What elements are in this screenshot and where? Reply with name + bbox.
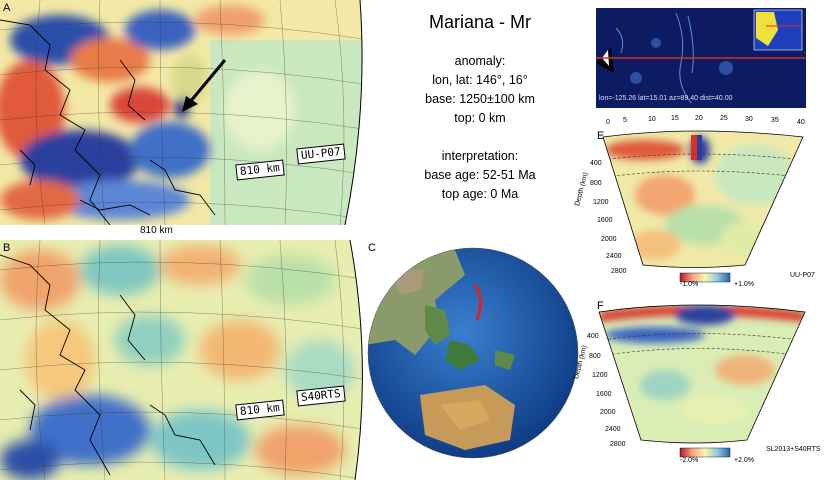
distance-ticks-e: 0 bbox=[606, 119, 610, 126]
dist-tick-e-2: 10 bbox=[648, 116, 656, 123]
interpretation-label: interpretation: bbox=[441, 149, 519, 163]
anomaly-title: Mariana - Mr bbox=[428, 12, 531, 32]
depth-tick-f-2: 1200 bbox=[592, 372, 608, 379]
depth-tick-f-4: 2000 bbox=[600, 409, 616, 416]
depth-tick-f-0: 400 bbox=[587, 333, 599, 340]
inset-map bbox=[596, 8, 806, 108]
depth-tick-e-6: 2800 bbox=[611, 268, 627, 275]
map-caption-a: 810 km bbox=[140, 225, 173, 236]
model-label-e: UU-P07 bbox=[790, 272, 815, 279]
info-block: Mariana - Mr anomaly: lon, lat: 146°, 16… bbox=[390, 0, 570, 230]
depth-tick-f-3: 1600 bbox=[596, 391, 612, 398]
model-label-f: SL2013+S40RTS bbox=[766, 446, 821, 453]
depth-tick-e-3: 1600 bbox=[597, 217, 613, 224]
depth-tick-f-6: 2800 bbox=[610, 441, 626, 448]
map-panel-a bbox=[0, 0, 363, 225]
cross-section-e bbox=[602, 130, 804, 283]
anomaly-top: top: 0 km bbox=[454, 111, 506, 125]
anomaly-base: base: 1250±100 km bbox=[425, 92, 535, 106]
interpretation-top-age: top age: 0 Ma bbox=[441, 187, 519, 201]
interpretation-base-age: base age: 52-51 Ma bbox=[424, 168, 536, 182]
dist-tick-e-5: 25 bbox=[720, 115, 728, 122]
depth-tick-e-0: 400 bbox=[590, 160, 602, 167]
depth-tick-e-4: 2000 bbox=[601, 236, 617, 243]
dist-tick-e-4: 20 bbox=[695, 115, 703, 122]
panel-letter-f: F bbox=[597, 300, 604, 312]
anomaly-label: anomaly: bbox=[454, 54, 506, 68]
dist-tick-e-6: 30 bbox=[745, 116, 753, 123]
colorbar-max-f: +2.0% bbox=[734, 457, 755, 464]
dist-tick-e-8: 40 bbox=[797, 119, 805, 126]
panel-letter-b: B bbox=[3, 242, 11, 254]
depth-tick-e-5: 2400 bbox=[606, 253, 622, 260]
depth-tick-e-1: 800 bbox=[590, 180, 602, 187]
depth-tick-e-2: 1200 bbox=[593, 199, 609, 206]
cross-section-f bbox=[598, 304, 806, 458]
dist-tick-e-3: 15 bbox=[671, 115, 679, 122]
panel-letter-e: E bbox=[597, 130, 605, 142]
map-panel-b bbox=[0, 240, 363, 480]
panel-letter-a: A bbox=[3, 2, 11, 14]
colorbar-max-e: +1.0% bbox=[734, 281, 755, 288]
anomaly-lonlat: lon, lat: 146°, 16° bbox=[432, 73, 528, 87]
panel-letter-c: C bbox=[368, 242, 376, 254]
depth-tick-f-1: 800 bbox=[589, 353, 601, 360]
inset-coordinates: lon=-125.26 lat=15.01 az=89.40 dist=40.0… bbox=[599, 95, 733, 102]
depth-tick-f-5: 2400 bbox=[605, 426, 621, 433]
globe-panel-c bbox=[367, 247, 579, 459]
dist-tick-e-1: 5 bbox=[623, 117, 627, 124]
colorbar-min-f: -2.0% bbox=[680, 457, 699, 464]
dist-tick-e-7: 35 bbox=[771, 117, 779, 124]
colorbar-min-e: -1.0% bbox=[680, 281, 699, 288]
